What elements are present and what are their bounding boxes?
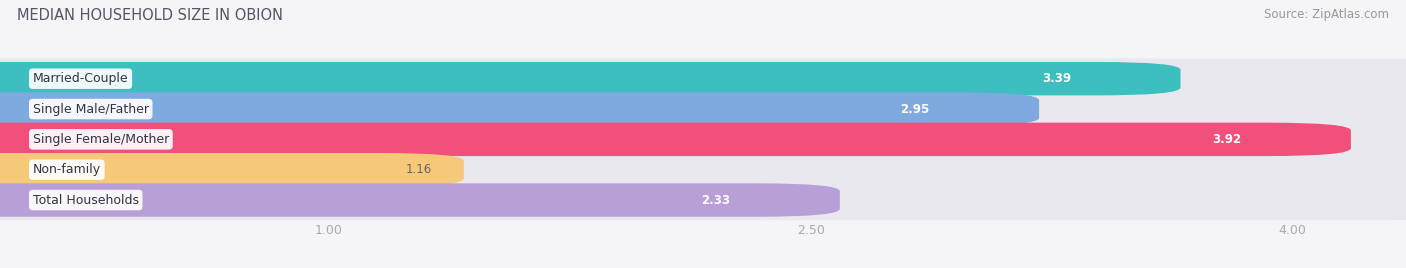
Text: 2.95: 2.95: [900, 103, 929, 116]
FancyBboxPatch shape: [0, 180, 1406, 220]
Text: 2.33: 2.33: [702, 193, 730, 207]
FancyBboxPatch shape: [0, 123, 1351, 156]
Text: Single Male/Father: Single Male/Father: [32, 103, 149, 116]
FancyBboxPatch shape: [0, 62, 1181, 95]
FancyBboxPatch shape: [0, 119, 1406, 159]
FancyBboxPatch shape: [0, 92, 1039, 126]
Text: MEDIAN HOUSEHOLD SIZE IN OBION: MEDIAN HOUSEHOLD SIZE IN OBION: [17, 8, 283, 23]
Text: Single Female/Mother: Single Female/Mother: [32, 133, 169, 146]
Text: 3.92: 3.92: [1212, 133, 1241, 146]
FancyBboxPatch shape: [0, 183, 839, 217]
Text: 1.16: 1.16: [405, 163, 432, 176]
FancyBboxPatch shape: [0, 150, 1406, 190]
Text: 3.39: 3.39: [1042, 72, 1071, 85]
Text: Married-Couple: Married-Couple: [32, 72, 128, 85]
FancyBboxPatch shape: [0, 89, 1406, 129]
FancyBboxPatch shape: [0, 58, 1406, 99]
Text: Non-family: Non-family: [32, 163, 101, 176]
FancyBboxPatch shape: [0, 153, 464, 187]
Text: Source: ZipAtlas.com: Source: ZipAtlas.com: [1264, 8, 1389, 21]
Text: Total Households: Total Households: [32, 193, 139, 207]
